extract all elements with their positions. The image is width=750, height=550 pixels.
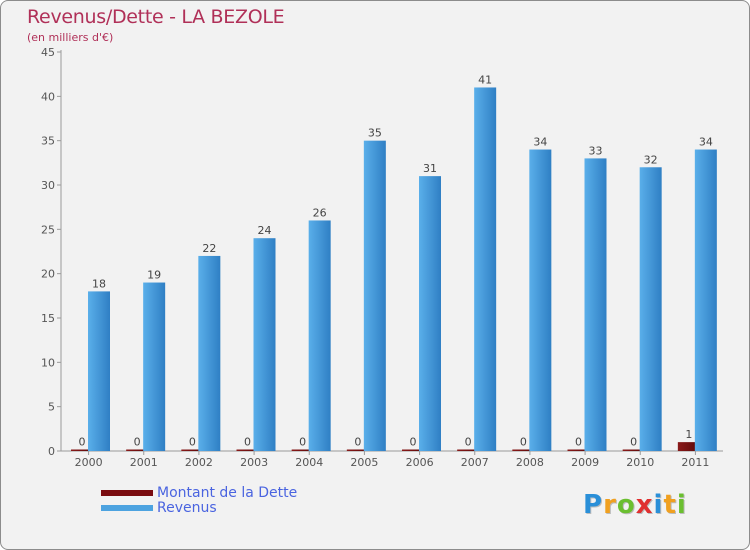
data-label-revenue: 26 (313, 206, 327, 219)
logo-letter: r (603, 490, 617, 520)
bar-revenue (529, 149, 552, 452)
y-tick-label: 20 (41, 268, 55, 281)
bar-debt (291, 449, 314, 451)
proxiti-logo: Proxiti (583, 490, 687, 520)
legend-swatch-debt (101, 490, 153, 496)
data-label-debt: 0 (410, 436, 417, 449)
x-tick-label: 2008 (516, 456, 544, 469)
data-label-revenue: 31 (423, 162, 437, 175)
bar-revenue (474, 87, 497, 451)
bar-revenue (363, 140, 386, 451)
chart-subtitle: (en milliers d'€) (27, 31, 114, 44)
bar-debt (567, 449, 590, 451)
y-tick-label: 25 (41, 223, 55, 236)
data-label-revenue: 19 (147, 269, 161, 282)
x-tick-label: 2005 (350, 456, 378, 469)
x-tick-label: 2000 (75, 456, 103, 469)
y-tick-label: 45 (41, 46, 55, 59)
bar-debt (457, 449, 480, 451)
legend-swatch-revenue (101, 505, 153, 511)
data-label-revenue: 34 (533, 136, 547, 149)
x-tick-label: 2011 (681, 456, 709, 469)
bar-debt (512, 449, 535, 451)
bar-debt (677, 442, 700, 451)
x-tick-label: 2002 (185, 456, 213, 469)
data-label-revenue: 34 (699, 136, 713, 149)
data-label-debt: 0 (354, 436, 361, 449)
x-tick-label: 2010 (626, 456, 654, 469)
bar-revenue (308, 220, 331, 451)
bar-revenue (88, 291, 110, 451)
data-label-revenue: 22 (202, 242, 216, 255)
data-label-revenue: 18 (92, 277, 106, 290)
x-tick-label: 2009 (571, 456, 599, 469)
bar-debt (126, 449, 149, 451)
logo-letter: i (676, 490, 687, 520)
x-tick-label: 2007 (461, 456, 489, 469)
bar-revenue (419, 176, 441, 451)
legend-label-debt: Montant de la Dette (157, 485, 298, 501)
data-label-revenue: 32 (644, 153, 658, 166)
data-label-debt: 0 (299, 436, 306, 449)
bar-revenue (198, 255, 221, 451)
data-label-revenue: 24 (258, 224, 272, 237)
x-tick-label: 2004 (295, 456, 323, 469)
y-tick-label: 0 (48, 445, 55, 458)
logo-letter: o (616, 490, 636, 520)
legend-label-revenue: Revenus (157, 500, 217, 516)
logo-letter: i (653, 490, 664, 520)
data-label-revenue: 35 (368, 127, 382, 140)
y-tick-label: 15 (41, 312, 55, 325)
data-label-debt: 0 (79, 436, 86, 449)
bar-revenue (253, 238, 276, 451)
bar-debt (402, 449, 424, 451)
logo-letter: P (583, 490, 604, 520)
bar-debt (236, 449, 259, 451)
data-label-debt: 0 (189, 436, 196, 449)
x-tick-label: 2006 (406, 456, 434, 469)
logo-letter: t (663, 490, 677, 520)
data-label-debt: 1 (685, 428, 692, 441)
bar-debt (181, 449, 204, 451)
bar-revenue (143, 282, 166, 451)
bar-revenue (639, 167, 662, 451)
y-tick-label: 35 (41, 135, 55, 148)
y-tick-label: 5 (48, 401, 55, 414)
x-tick-label: 2001 (130, 456, 158, 469)
y-tick-label: 40 (41, 90, 55, 103)
chart-title: Revenus/Dette - LA BEZOLE (27, 6, 285, 28)
logo-letter: x (635, 490, 654, 520)
data-label-debt: 0 (465, 436, 472, 449)
bar-debt (622, 449, 645, 451)
data-label-debt: 0 (575, 436, 582, 449)
data-label-debt: 0 (520, 436, 527, 449)
bar-revenue (694, 149, 717, 452)
y-tick-label: 10 (41, 356, 55, 369)
y-tick-label: 30 (41, 179, 55, 192)
data-label-debt: 0 (134, 436, 141, 449)
data-label-revenue: 33 (589, 144, 603, 157)
data-label-revenue: 41 (478, 73, 492, 86)
data-label-debt: 0 (244, 436, 251, 449)
data-label-debt: 0 (630, 436, 637, 449)
bar-debt (346, 449, 369, 451)
bar-debt (71, 449, 93, 451)
bar-revenue (584, 158, 607, 451)
x-tick-label: 2003 (240, 456, 268, 469)
